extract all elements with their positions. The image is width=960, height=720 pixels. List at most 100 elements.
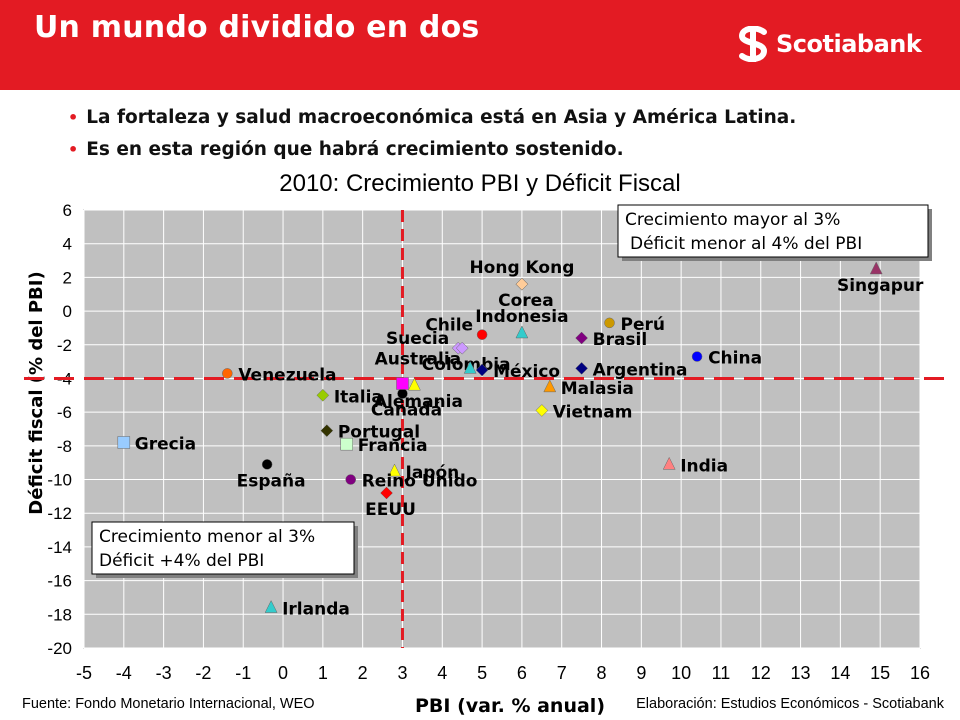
data-point [397, 388, 408, 399]
x-tick-label: 8 [597, 663, 607, 683]
bullet-text: La fortaleza y salud macroeconómica está… [86, 107, 797, 128]
scotiabank-s-icon [738, 26, 768, 62]
y-tick-label: -10 [47, 471, 72, 490]
annotation-text: Crecimiento mayor al 3% [625, 210, 840, 230]
point-label: Australia [375, 349, 462, 369]
source-note: Fuente: Fondo Monetario Internacional, W… [22, 696, 315, 712]
data-point [575, 362, 588, 375]
point-label: Perú [620, 315, 664, 335]
point-label: Brasil [593, 330, 648, 350]
annotation-text: Déficit menor al 4% del PBI [630, 234, 862, 254]
chart-title: 2010: Crecimiento PBI y Déficit Fiscal [279, 170, 681, 197]
point-label: Japón [405, 463, 460, 483]
point-label: Reino Unido [362, 472, 478, 492]
point-label: EEUU [365, 500, 416, 520]
data-point [396, 377, 409, 390]
x-tick-label: 1 [318, 663, 328, 683]
data-point [543, 379, 557, 393]
point-label: México [493, 362, 560, 382]
x-tick-label: -3 [156, 663, 172, 683]
data-point [475, 363, 489, 377]
point-label: Vietnam [553, 402, 633, 422]
bullet-icon: • [68, 108, 79, 127]
point-label: Corea [498, 291, 554, 311]
point-label: Alemania [374, 392, 463, 412]
point-label: India [680, 456, 728, 476]
data-point [264, 600, 278, 613]
data-point [604, 317, 615, 329]
bullet-item: • Es en esta región que habrá crecimiento… [68, 136, 796, 168]
y-tick-label: 6 [63, 201, 72, 220]
data-point [575, 331, 588, 345]
y-tick-label: -6 [57, 403, 72, 422]
point-label: Irlanda [282, 600, 350, 620]
data-point [662, 456, 676, 470]
x-tick-label: 7 [557, 663, 567, 683]
y-tick-label: -20 [47, 639, 72, 658]
x-tick-label: 3 [397, 663, 407, 683]
x-tick-label: -5 [76, 663, 92, 683]
x-tick-label: -1 [235, 663, 251, 683]
data-point [222, 368, 233, 379]
data-point [463, 360, 477, 374]
y-tick-label: -2 [57, 336, 72, 355]
point-label: Argentina [593, 360, 688, 380]
y-tick-label: -14 [47, 538, 72, 557]
y-tick-label: 2 [63, 268, 72, 287]
point-label: Colombia [422, 355, 511, 375]
data-point [476, 329, 488, 340]
x-tick-label: 5 [477, 663, 487, 683]
point-label: España [237, 471, 306, 491]
point-label: Venezuela [238, 365, 336, 385]
point-label: Francia [358, 436, 428, 456]
data-point [869, 261, 883, 275]
page-title: Un mundo dividido en dos [34, 10, 480, 45]
bullet-icon: • [68, 140, 79, 159]
y-tick-label: -18 [47, 605, 72, 624]
point-label: Hong Kong [469, 258, 574, 278]
point-label: Singapur [837, 276, 924, 296]
data-point [408, 377, 421, 391]
x-tick-label: 9 [636, 663, 646, 683]
data-point [388, 463, 401, 477]
annotation-box [617, 204, 929, 258]
data-point [455, 341, 469, 355]
x-tick-label: 11 [712, 663, 731, 683]
data-point [340, 437, 353, 451]
x-tick-label: 4 [437, 663, 447, 683]
x-tick-label: 2 [358, 663, 368, 683]
point-label: China [708, 349, 762, 369]
data-point [345, 474, 356, 485]
bullet-list: • La fortaleza y salud macroeconómica est… [68, 104, 796, 168]
scotiabank-logo: Scotiabank [738, 26, 922, 62]
y-tick-label: 0 [63, 302, 72, 321]
y-tick-label: -8 [57, 437, 72, 456]
x-tick-label: 10 [671, 663, 691, 683]
data-point [320, 424, 334, 438]
annotation-box [91, 521, 355, 575]
y-tick-label: 4 [63, 235, 72, 254]
point-label: Chile [425, 316, 473, 336]
x-tick-label: 14 [830, 663, 850, 683]
data-point [261, 459, 273, 470]
credit-note: Elaboración: Estudios Económicos - Scoti… [636, 696, 944, 712]
bullet-text: Es en esta región que habrá crecimiento … [86, 139, 624, 160]
annotation-text: Crecimiento menor al 3% [99, 527, 315, 547]
annotation-text: Déficit +4% del PBI [99, 551, 264, 571]
data-point [515, 277, 529, 291]
x-tick-label: -2 [195, 663, 211, 683]
point-label: Indonesia [475, 307, 568, 327]
data-point [117, 436, 131, 449]
y-tick-label: -12 [47, 504, 72, 523]
y-axis-label: Déficit fiscal (% del PBI) [26, 271, 47, 514]
x-tick-label: 15 [870, 663, 890, 683]
x-axis-label: PBI (var. % anual) [415, 695, 605, 717]
x-tick-label: 0 [278, 663, 288, 683]
x-tick-label: -4 [116, 663, 132, 683]
data-point [691, 351, 703, 362]
y-tick-label: -16 [47, 572, 72, 591]
data-point [316, 388, 330, 402]
header-bar: Un mundo dividido en dos Scotiabank [0, 0, 960, 90]
point-label: Italia [334, 387, 383, 407]
x-tick-label: 16 [910, 663, 930, 683]
